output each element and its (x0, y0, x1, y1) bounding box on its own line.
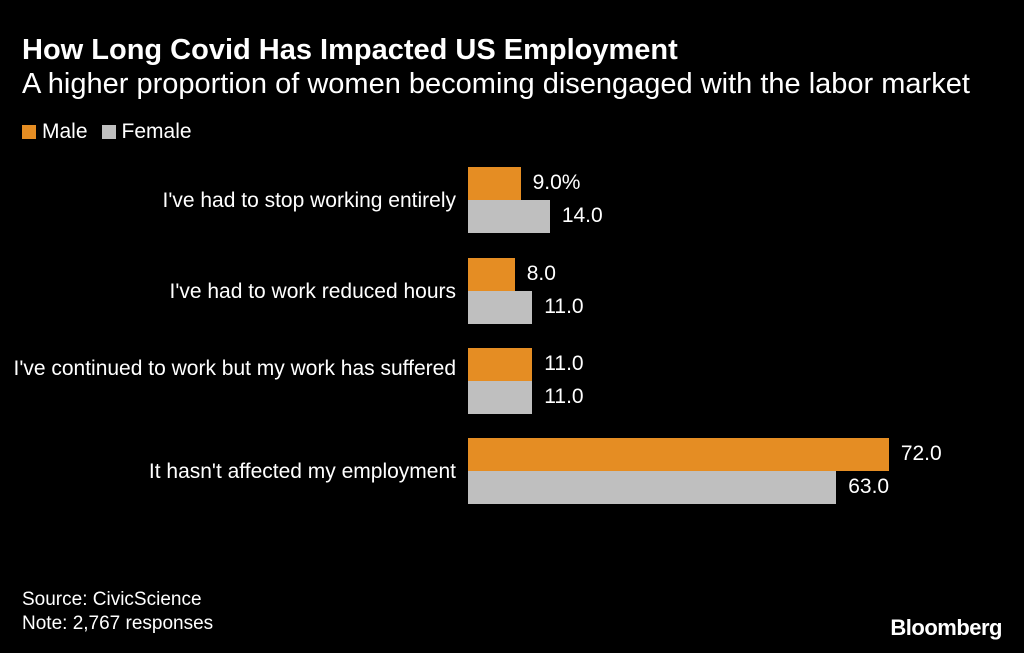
bar-female (468, 471, 837, 504)
bar-female (468, 381, 533, 414)
chart-subtitle: A higher proportion of women becoming di… (22, 68, 970, 100)
bar-male (468, 348, 533, 381)
chart-title: How Long Covid Has Impacted US Employmen… (22, 34, 678, 66)
value-label: 11.0 (544, 385, 584, 408)
bar-male (468, 167, 521, 200)
bar-male (468, 438, 889, 471)
bar-female (468, 291, 533, 324)
category-label: I've continued to work but my work has s… (13, 357, 456, 380)
category-label: I've had to stop working entirely (162, 188, 457, 212)
value-label: 11.0 (544, 295, 584, 318)
legend-label-male: Male (42, 120, 88, 143)
bloomberg-logo: Bloomberg (890, 615, 1002, 640)
legend-item-female: Female (101, 120, 192, 144)
responses-note: Note: 2,767 responses (22, 613, 214, 634)
value-label: 63.0 (848, 475, 890, 498)
value-label: 11.0 (544, 352, 584, 375)
category-label: It hasn't affected my employment (148, 459, 456, 483)
legend-swatch-male (22, 125, 36, 139)
source-note: Source: CivicScience (22, 589, 202, 610)
legend: Male Female (22, 120, 206, 144)
legend-label-female: Female (121, 120, 192, 143)
bar-male (468, 258, 515, 291)
value-label: 8.0 (526, 262, 556, 285)
value-label: 9.0% (532, 171, 581, 194)
value-label: 72.0 (900, 442, 942, 465)
legend-item-male: Male (22, 120, 88, 144)
bar-female (468, 200, 550, 233)
value-label: 14.0 (561, 204, 603, 227)
legend-swatch-female (101, 125, 116, 139)
category-label: I've had to work reduced hours (169, 279, 456, 303)
